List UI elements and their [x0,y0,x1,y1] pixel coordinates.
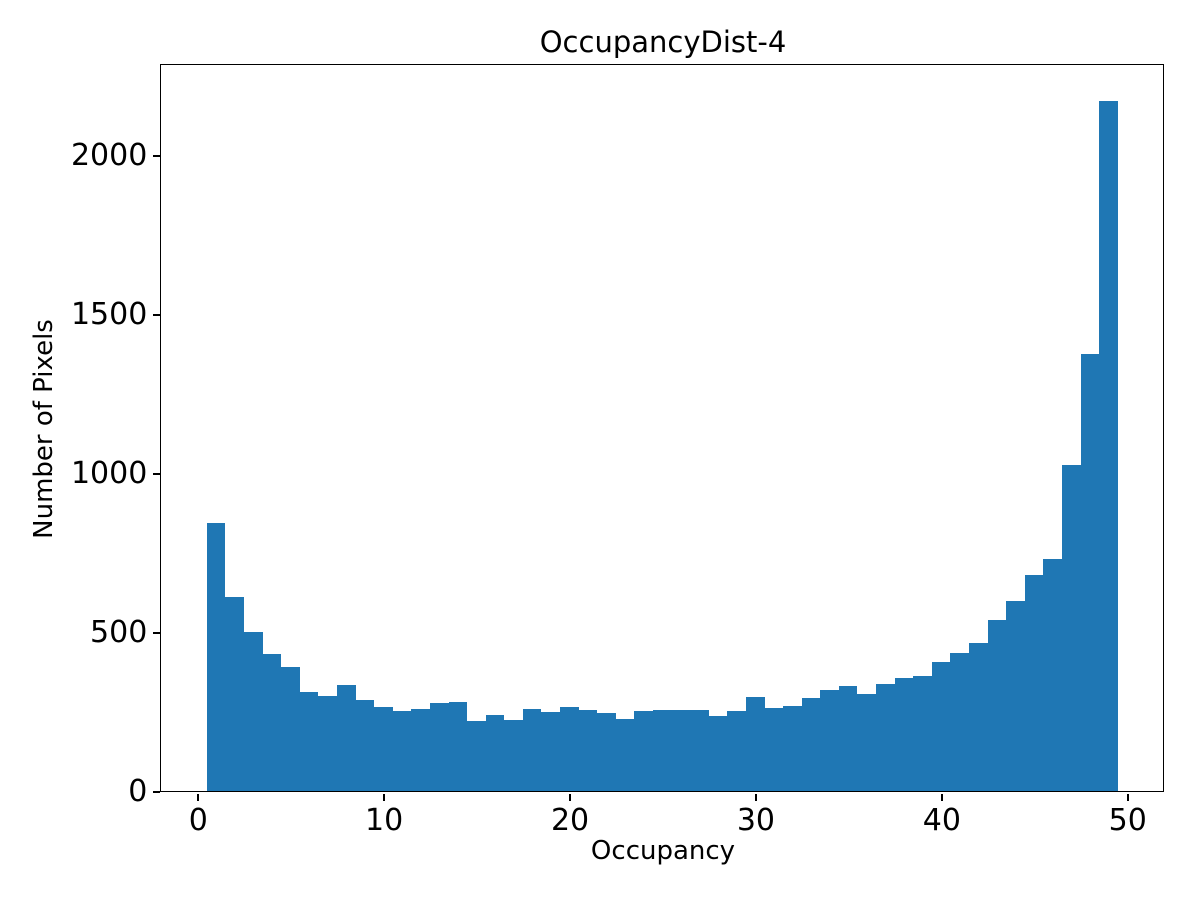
histogram-bar [392,711,412,792]
x-tick-mark [569,793,571,801]
x-tick-mark [940,793,943,801]
x-tick-mark [383,793,385,801]
histogram-bar [764,707,784,792]
x-tick-label: 0 [188,802,208,838]
x-tick-mark [197,793,200,801]
y-tick-mark [153,314,161,316]
y-tick-mark [153,791,161,793]
x-tick-label: 10 [365,802,404,838]
y-tick-label: 1500 [70,296,148,332]
histogram-bar [1061,465,1081,792]
histogram-bar [653,709,672,792]
x-tick-label: 30 [736,802,776,838]
histogram-bar [336,684,356,792]
histogram-bar [1043,559,1062,792]
histogram-bar [1080,354,1100,792]
histogram-bar [448,702,468,792]
histogram-bar [560,707,579,792]
histogram-bar [541,712,561,792]
x-tick-mark [1126,793,1129,801]
histogram-bar [522,709,542,792]
histogram-bar [225,597,244,792]
histogram-bar [615,718,635,792]
histogram-bar [1024,575,1044,792]
histogram-bar [597,713,616,792]
histogram-bar [429,702,449,792]
histogram-bar [876,684,895,792]
histogram-bar [745,696,765,792]
histogram-bar [820,690,839,792]
histogram-bar [801,698,821,792]
histogram-bar [318,696,337,792]
histogram-bar [708,715,728,792]
x-tick-label: 20 [550,802,590,838]
x-axis-label: Occupancy [590,836,736,866]
chart-title: OccupancyDist-4 [539,25,787,59]
histogram-bar [783,706,802,792]
histogram-bar [1006,600,1025,792]
histogram-bar [355,700,375,792]
plot-area [160,64,1165,793]
histogram-bar [281,667,300,792]
x-tick-label: 40 [922,802,961,838]
histogram-bar [913,676,932,792]
histogram-bar [206,522,226,792]
histogram-bar [1099,101,1118,792]
histogram-bar [838,685,858,792]
y-tick-mark [153,473,161,475]
x-tick-mark [755,793,757,801]
histogram-bar [894,678,914,792]
histogram-bar [690,709,709,792]
histogram-bar [987,619,1007,792]
histogram-bar [504,720,523,792]
histogram-bar [950,652,970,792]
histogram-bar [262,653,282,792]
histogram-bar [857,694,877,792]
histogram-bar [671,710,691,792]
histogram-bar [411,708,430,792]
histogram-bar [727,710,746,792]
histogram-bar [485,714,505,792]
y-axis-label: Number of Pixels [29,319,59,539]
x-tick-label: 50 [1108,802,1147,838]
histogram-bar [374,707,393,792]
y-tick-mark [153,632,161,634]
histogram-bar [578,710,598,792]
histogram-bar [969,642,988,792]
y-tick-label: 500 [90,614,148,650]
y-tick-mark [153,155,161,157]
y-tick-label: 0 [128,774,148,809]
histogram-bar [467,720,486,792]
histogram-bar [299,692,319,792]
y-tick-label: 2000 [70,137,148,173]
histogram-bar [634,711,653,792]
histogram-bar [931,661,951,792]
y-tick-label: 1000 [70,455,148,491]
histogram-bar [244,632,263,792]
